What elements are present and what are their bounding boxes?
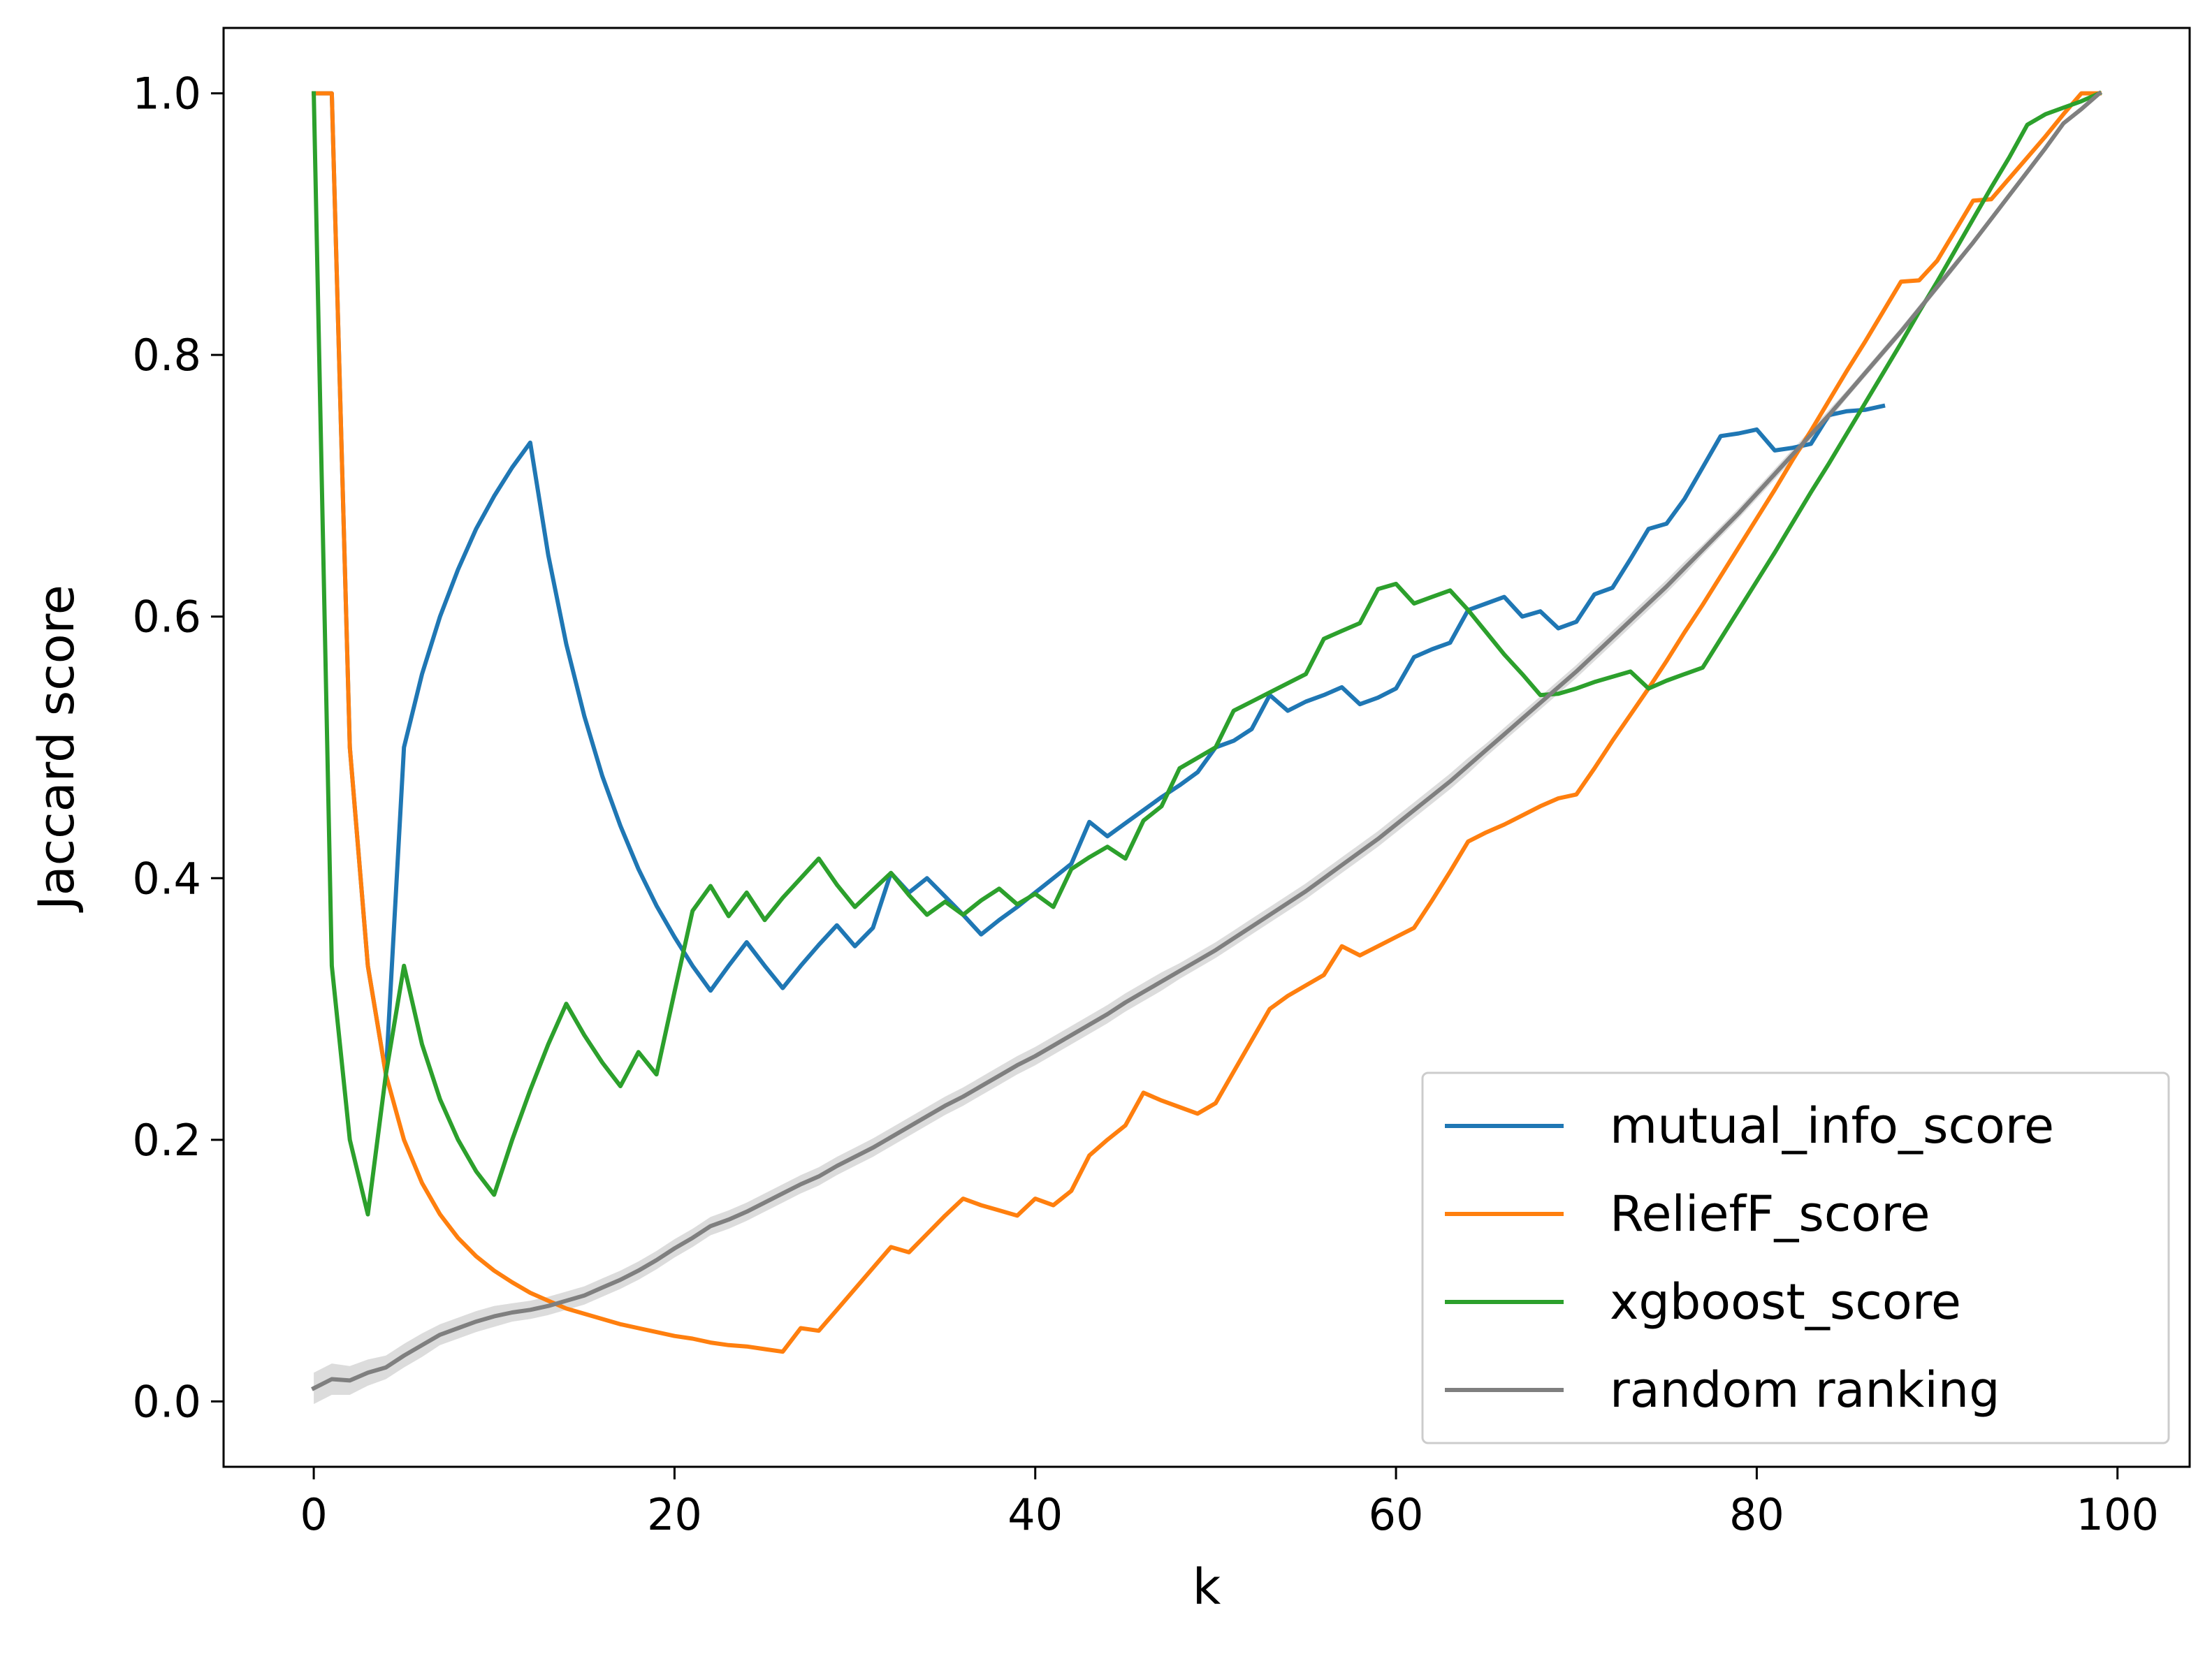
legend-label-0: mutual_info_score: [1610, 1097, 2054, 1155]
y-tick-label: 0.0: [132, 1376, 201, 1427]
x-tick-label: 20: [647, 1489, 702, 1540]
legend-label-2: xgboost_score: [1610, 1273, 1961, 1331]
series-line-0: [312, 91, 1886, 1077]
y-tick-label: 0.8: [132, 330, 201, 381]
x-tick-label: 0: [300, 1489, 327, 1540]
legend-label-3: random ranking: [1610, 1361, 2000, 1419]
series-line-2: [312, 90, 2102, 1217]
plot-frame: [222, 27, 2191, 1468]
y-tick-label: 0.4: [132, 853, 201, 904]
y-tick-label: 0.2: [132, 1115, 201, 1166]
x-axis-label: k: [1193, 1558, 1221, 1616]
x-tick-label: 100: [2076, 1489, 2159, 1540]
x-tick-label: 40: [1007, 1489, 1063, 1540]
series-layer: [311, 90, 2103, 1391]
y-tick-label: 1.0: [132, 68, 201, 119]
series-line-3: [311, 90, 2103, 1391]
legend-label-1: ReliefF_score: [1610, 1185, 1930, 1243]
x-tick-label: 60: [1369, 1489, 1424, 1540]
y-axis-ticks: 0.0 0.2 0.4 0.6 0.8 1.0: [132, 68, 224, 1427]
legend: mutual_info_score ReliefF_score xgboost_sc…: [1421, 1071, 2170, 1444]
legend-box: [1421, 1071, 2170, 1444]
y-axis-label: Jaccard score: [28, 585, 85, 913]
y-tick-label: 0.6: [132, 592, 201, 643]
x-axis-ticks: 0 20 40 60 80 100: [300, 1467, 2159, 1540]
x-tick-label: 80: [1729, 1489, 1784, 1540]
